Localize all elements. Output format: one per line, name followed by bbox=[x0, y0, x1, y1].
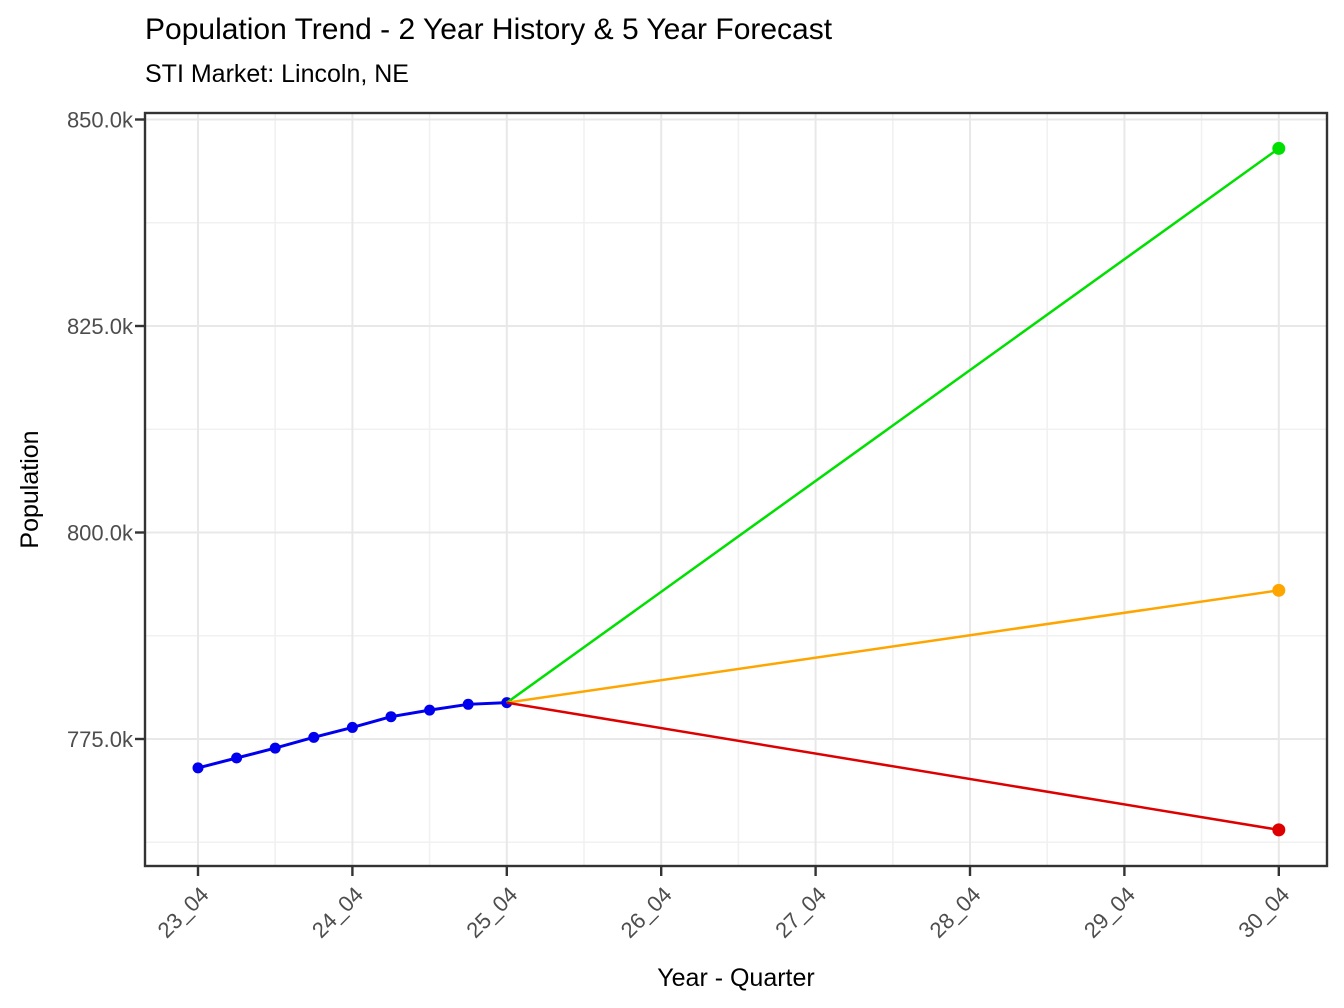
history-point bbox=[269, 742, 281, 754]
forecast-low-endpoint bbox=[1272, 823, 1286, 837]
history-point bbox=[462, 698, 474, 710]
x-axis-title: Year - Quarter bbox=[657, 964, 814, 992]
x-tick-label: 30_04 bbox=[1233, 882, 1294, 943]
forecast-high-endpoint bbox=[1272, 141, 1286, 155]
y-tick-label: 850.0k bbox=[67, 108, 134, 133]
chart-title: Population Trend - 2 Year History & 5 Ye… bbox=[145, 13, 833, 46]
x-tick-label: 23_04 bbox=[153, 882, 214, 943]
y-tick-label: 800.0k bbox=[67, 521, 134, 546]
history-point bbox=[192, 762, 204, 774]
x-tick-label: 27_04 bbox=[770, 882, 831, 943]
x-tick-label: 29_04 bbox=[1079, 882, 1140, 943]
x-tick-label: 28_04 bbox=[925, 882, 986, 943]
panel-background bbox=[145, 113, 1327, 866]
chart-subtitle: STI Market: Lincoln, NE bbox=[145, 60, 409, 88]
history-point bbox=[424, 704, 436, 716]
forecast-mid-line bbox=[506, 589, 1279, 704]
history-point bbox=[346, 721, 358, 733]
y-tick-label: 825.0k bbox=[67, 314, 134, 339]
x-tick-label: 24_04 bbox=[307, 882, 368, 943]
y-axis-title: Population bbox=[16, 430, 44, 548]
history-point bbox=[385, 711, 397, 723]
panel-border bbox=[143, 111, 1329, 868]
forecast-high-line bbox=[506, 147, 1280, 704]
y-tick-label: 775.0k bbox=[67, 727, 134, 752]
x-tick-label: 26_04 bbox=[616, 882, 677, 943]
forecast-mid-endpoint bbox=[1272, 583, 1286, 597]
x-tick-label: 25_04 bbox=[461, 882, 522, 943]
history-point bbox=[308, 731, 320, 743]
forecast-low-line bbox=[506, 701, 1280, 832]
history-point bbox=[231, 752, 243, 764]
